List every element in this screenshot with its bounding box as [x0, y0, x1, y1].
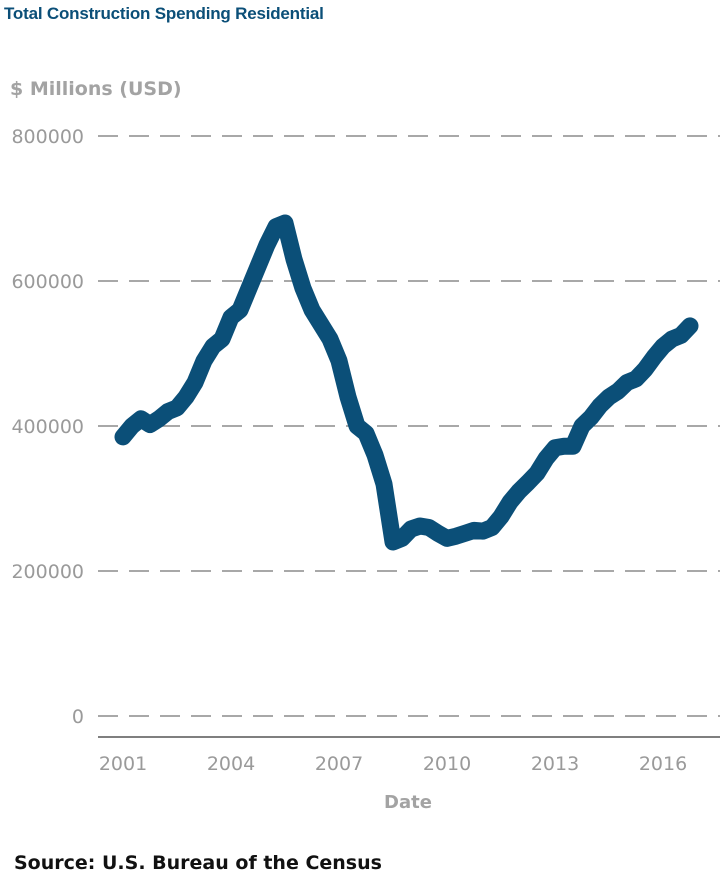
x-tick-label: 2001 [99, 753, 147, 775]
y-tick-label: 600000 [11, 271, 84, 293]
y-tick-label: 400000 [11, 416, 84, 438]
source-note: Source: U.S. Bureau of the Census [14, 852, 382, 874]
x-axis-label: Date [384, 792, 432, 813]
y-tick-labels: 800000 600000 400000 200000 0 [11, 126, 84, 728]
source-label: Source: [14, 852, 96, 874]
source-text: U.S. Bureau of the Census [95, 852, 382, 874]
x-tick-label: 2013 [531, 753, 579, 775]
x-tick-label: 2016 [639, 753, 687, 775]
x-tick-label: 2007 [315, 753, 363, 775]
y-tick-label: 200000 [11, 561, 84, 583]
series-line [114, 214, 699, 551]
y-tick-label: 0 [72, 706, 84, 728]
x-tick-label: 2010 [423, 753, 471, 775]
x-tick-labels: 2001 2004 2007 2010 2013 2016 [99, 753, 687, 775]
y-tick-label: 800000 [11, 126, 84, 148]
x-tick-label: 2004 [207, 753, 255, 775]
gridlines [98, 135, 720, 717]
chart-title: Total Construction Spending Residential [4, 4, 324, 23]
y-axis-label: $ Millions (USD) [10, 78, 182, 100]
